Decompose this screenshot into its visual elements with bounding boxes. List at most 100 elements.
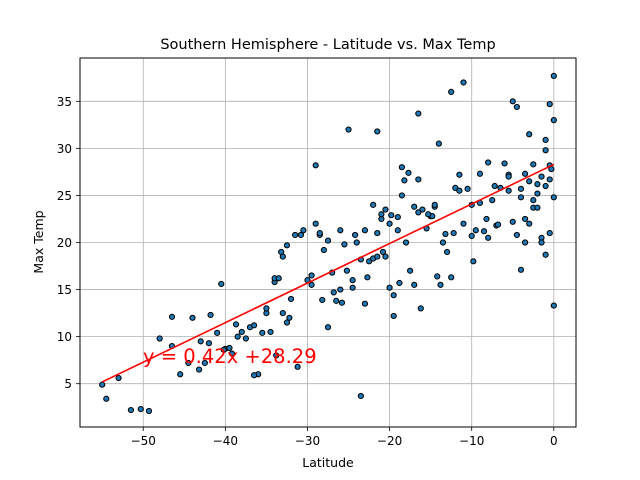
data-point bbox=[214, 329, 221, 336]
data-point bbox=[337, 286, 344, 293]
data-point bbox=[189, 314, 196, 321]
data-point bbox=[425, 211, 432, 218]
data-point bbox=[319, 296, 326, 304]
data-point bbox=[283, 319, 291, 326]
data-point bbox=[370, 201, 377, 208]
data-point bbox=[402, 239, 410, 246]
data-point bbox=[534, 204, 541, 211]
data-point bbox=[485, 234, 492, 241]
data-point bbox=[411, 281, 418, 288]
data-point bbox=[127, 406, 135, 414]
data-point bbox=[419, 206, 426, 213]
data-point bbox=[349, 277, 356, 284]
y-tick-label: 35 bbox=[57, 95, 72, 109]
data-point bbox=[483, 215, 490, 223]
data-point bbox=[398, 164, 406, 171]
data-point bbox=[390, 312, 397, 320]
data-point bbox=[242, 335, 249, 342]
data-point bbox=[405, 169, 412, 176]
data-point bbox=[396, 279, 403, 287]
data-point bbox=[287, 295, 295, 303]
data-point bbox=[526, 220, 533, 227]
data-point bbox=[378, 211, 385, 218]
data-point bbox=[218, 280, 225, 288]
data-point bbox=[320, 246, 327, 254]
data-point bbox=[546, 229, 553, 237]
data-point bbox=[345, 126, 352, 133]
data-point bbox=[220, 346, 227, 353]
data-point bbox=[450, 229, 457, 237]
data-point bbox=[234, 333, 241, 340]
data-point bbox=[442, 230, 449, 238]
y-tick-label: 30 bbox=[57, 142, 72, 156]
data-point bbox=[273, 352, 280, 359]
x-tick-label: −50 bbox=[131, 434, 156, 448]
data-point bbox=[526, 178, 533, 185]
data-point bbox=[379, 248, 387, 256]
data-point bbox=[452, 184, 459, 192]
data-point bbox=[250, 372, 258, 379]
data-point bbox=[415, 110, 422, 117]
data-point bbox=[259, 329, 266, 336]
data-point bbox=[374, 229, 381, 237]
data-point bbox=[201, 359, 208, 367]
data-point bbox=[337, 227, 344, 234]
y-axis-ticks: 5 10 15 20 25 30 35 bbox=[57, 95, 80, 391]
data-point bbox=[448, 88, 455, 95]
data-point bbox=[534, 181, 541, 188]
data-point bbox=[407, 267, 414, 274]
data-point bbox=[316, 229, 323, 237]
data-point bbox=[177, 371, 184, 378]
data-point bbox=[308, 281, 315, 288]
data-point bbox=[526, 131, 533, 138]
data-point bbox=[530, 197, 537, 204]
data-point bbox=[550, 72, 557, 79]
data-point bbox=[494, 221, 502, 228]
data-point bbox=[468, 232, 475, 240]
data-point bbox=[283, 242, 291, 249]
data-point bbox=[197, 338, 204, 345]
y-axis-label: Max Temp bbox=[31, 210, 46, 273]
data-point bbox=[460, 220, 467, 227]
x-axis-ticks: −50 −40 −30 −20 −10 0 bbox=[131, 427, 558, 448]
x-tick-label: −20 bbox=[377, 434, 402, 448]
data-point bbox=[542, 182, 549, 190]
x-tick-label: −40 bbox=[213, 434, 238, 448]
data-point bbox=[476, 170, 484, 177]
data-point bbox=[542, 251, 549, 258]
data-point bbox=[386, 220, 393, 227]
data-point bbox=[443, 248, 451, 256]
data-point bbox=[286, 314, 293, 321]
data-point bbox=[434, 273, 441, 280]
data-point bbox=[185, 359, 192, 367]
x-tick-label: 0 bbox=[550, 434, 558, 448]
data-point bbox=[517, 266, 525, 273]
data-point bbox=[341, 241, 348, 248]
chart-title: Southern Hemisphere - Latitude vs. Max T… bbox=[160, 37, 495, 53]
data-point bbox=[382, 206, 389, 213]
data-point bbox=[312, 220, 319, 227]
data-point bbox=[517, 194, 525, 201]
data-point bbox=[546, 101, 553, 108]
data-point bbox=[308, 272, 315, 279]
data-point bbox=[275, 275, 282, 282]
data-point bbox=[550, 302, 557, 309]
y-tick-label: 5 bbox=[64, 377, 72, 391]
data-point bbox=[501, 160, 508, 167]
data-point bbox=[509, 98, 516, 105]
data-point bbox=[382, 253, 389, 260]
data-point bbox=[538, 173, 545, 180]
data-point bbox=[398, 192, 406, 199]
data-point bbox=[279, 309, 286, 317]
data-point bbox=[312, 162, 319, 169]
data-point bbox=[145, 407, 153, 415]
x-tick-label: −10 bbox=[459, 434, 484, 448]
data-point bbox=[538, 239, 545, 246]
regression-equation: y = 0.42x +28.29 bbox=[143, 345, 317, 368]
data-point bbox=[530, 161, 537, 168]
x-tick-label: −30 bbox=[295, 434, 320, 448]
data-point bbox=[456, 187, 463, 194]
data-point bbox=[156, 335, 163, 342]
